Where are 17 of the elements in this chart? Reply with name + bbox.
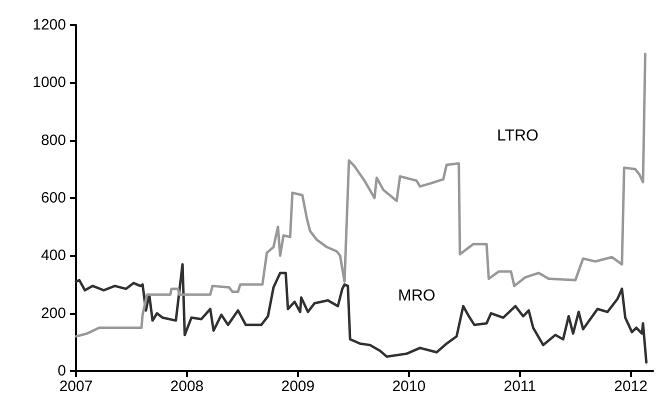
line-series [74, 263, 648, 364]
y-tick-label: 600 [40, 190, 66, 206]
y-tick-label: 1000 [32, 74, 66, 92]
text: LTRO [497, 128, 538, 144]
y-tick-label: 200 [40, 304, 66, 322]
x-tick-label: 2009 [281, 378, 315, 395]
x-tick-label: 2007 [59, 378, 93, 395]
x-tick-label: 2011 [504, 378, 536, 395]
x-tick-label: 2010 [392, 378, 426, 395]
y-tick-label: 800 [40, 132, 66, 149]
line-series [74, 52, 646, 338]
x-tick-label: 2008 [170, 378, 204, 395]
y-tick-label: 1200 [32, 16, 66, 34]
series-label: MRO [398, 288, 436, 304]
x-tick-label: 2012 [614, 378, 648, 395]
y-tick-label: 0 [58, 362, 66, 380]
y-tick-label: 400 [40, 247, 66, 264]
